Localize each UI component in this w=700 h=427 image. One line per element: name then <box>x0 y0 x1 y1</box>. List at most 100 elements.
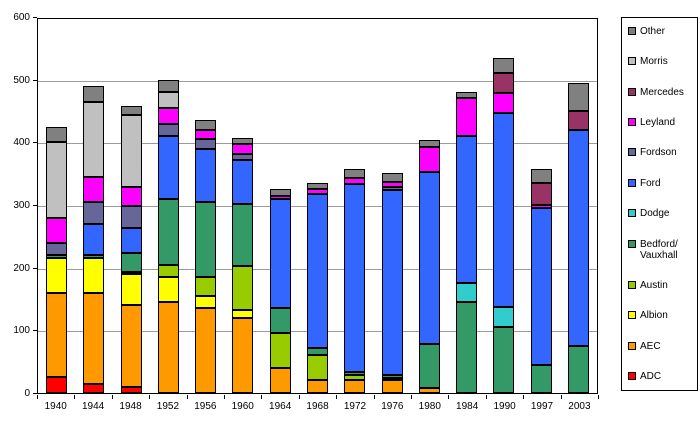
bar-segment-morris-1940 <box>46 142 68 218</box>
bar-stack-1980 <box>418 140 440 393</box>
bar-segment-leyland-1944 <box>83 176 105 202</box>
bar-segment-bedford-vauxhall-1956 <box>195 201 217 278</box>
bar-stack-1960 <box>232 138 254 393</box>
bar-segment-morris-1948 <box>120 115 142 188</box>
bar-segment-ford-1944 <box>83 223 105 256</box>
bar-segment-aec-1944 <box>83 292 105 384</box>
x-axis-tick-mark <box>298 395 300 399</box>
bar-segment-mercedes-1990 <box>493 73 515 93</box>
bar-segment-leyland-1964 <box>269 195 291 199</box>
y-axis-tick-mark <box>33 17 37 18</box>
bar-segment-other-1964 <box>269 189 291 196</box>
y-axis-tick-label-500: 500 <box>13 74 30 86</box>
y-axis-tick-mark <box>33 205 37 206</box>
legend-swatch-icon <box>628 311 636 320</box>
bar-segment-dodge-1984 <box>456 283 478 303</box>
y-axis-tick-label-300: 300 <box>13 200 30 211</box>
y-axis-tick-label-400: 400 <box>13 137 30 149</box>
bar-segment-bedford-vauxhall-1968 <box>306 347 328 356</box>
bar-column-1940 <box>38 19 75 393</box>
legend-box: Other Morris Mercedes Leyland Fordson Ford Dod… <box>621 17 698 391</box>
bar-column-1964 <box>262 19 299 393</box>
y-axis-tick-mark <box>33 393 37 394</box>
legend-swatch-icon <box>628 239 636 248</box>
bar-column-1952 <box>150 19 187 393</box>
bar-segment-fordson-1952 <box>157 123 179 137</box>
bar-segment-ford-2003 <box>567 129 589 346</box>
x-axis-tick-label-1997: 1997 <box>530 401 554 412</box>
bar-segment-aec-1952 <box>157 302 179 393</box>
bar-segment-ford-1952 <box>157 136 179 199</box>
bar-segment-aec-1956 <box>195 308 217 393</box>
x-axis-tick-mark <box>598 395 599 399</box>
x-axis-tick-label-1990: 1990 <box>493 401 516 412</box>
legend-item-dodge: Dodge <box>628 208 693 219</box>
x-axis-tick-mark <box>336 395 338 399</box>
bar-segment-aec-1976 <box>381 380 403 393</box>
legend-item-mercedes: Mercedes <box>628 87 693 98</box>
legend-label: Albion <box>640 310 668 322</box>
bar-segment-ford-1968 <box>306 194 328 348</box>
bar-segment-bedford-vauxhall-1997 <box>530 364 552 393</box>
bar-segment-other-1990 <box>493 57 515 74</box>
bar-segment-leyland-1976 <box>381 182 403 188</box>
bar-segment-bedford-vauxhall-1948 <box>120 253 142 272</box>
x-axis-tick-label-1972: 1972 <box>343 401 367 412</box>
bar-segment-albion-1956 <box>195 295 217 309</box>
legend-swatch-icon <box>628 371 636 380</box>
legend-item-fordson: Fordson <box>628 147 693 158</box>
bar-segment-ford-1960 <box>232 159 254 204</box>
bar-segment-leyland-1940 <box>46 217 68 243</box>
bar-segment-ford-1972 <box>344 184 366 373</box>
bar-segment-austin-1952 <box>157 264 179 278</box>
bar-column-1984 <box>448 19 485 393</box>
legend-label: Leyland <box>640 117 676 129</box>
legend-label: Bedford/ Vauxhall <box>640 238 678 261</box>
legend-label: Mercedes <box>640 86 684 98</box>
bar-segment-fordson-1976 <box>381 187 403 191</box>
x-axis-tick-mark <box>74 395 76 399</box>
bar-segment-bedford-vauxhall-1952 <box>157 198 179 265</box>
bar-segment-leyland-1952 <box>157 107 179 124</box>
bar-segment-austin-1956 <box>195 277 217 296</box>
bar-stack-1984 <box>456 92 478 393</box>
legend-item-austin: Austin <box>628 280 693 291</box>
bar-column-1944 <box>75 19 112 393</box>
bar-stack-1990 <box>493 57 515 393</box>
bar-stack-1964 <box>269 189 291 393</box>
bar-segment-aec-1968 <box>306 380 328 393</box>
gridline-400 <box>38 143 597 145</box>
bar-segment-austin-1972 <box>344 375 366 381</box>
bar-columns <box>38 19 597 393</box>
bar-stack-1956 <box>195 120 217 393</box>
y-axis-tick-label-0: 0 <box>24 388 30 399</box>
bar-segment-aec-1972 <box>344 380 366 393</box>
legend-swatch-icon <box>628 27 636 35</box>
bar-segment-bedford-vauxhall-1976 <box>381 375 403 379</box>
legend-label: Ford <box>640 177 661 189</box>
legend-item-ford: Ford <box>628 178 693 189</box>
x-axis-tick-mark <box>560 395 562 399</box>
bar-segment-ford-1956 <box>195 148 217 202</box>
x-axis-tick-mark <box>411 395 412 399</box>
legend-swatch-icon <box>628 118 636 127</box>
bar-segment-bedford-vauxhall-1980 <box>418 344 440 388</box>
bar-segment-aec-1940 <box>46 292 68 378</box>
bar-segment-other-1948 <box>120 105 142 116</box>
legend-swatch-icon <box>628 87 636 96</box>
legend-label: Dodge <box>640 208 670 220</box>
bar-segment-fordson-1944 <box>83 201 105 224</box>
bar-segment-austin-1968 <box>306 355 328 381</box>
bar-segment-albion-1948 <box>120 273 142 306</box>
bar-stack-2003 <box>567 82 589 393</box>
bar-segment-aec-1948 <box>120 305 142 387</box>
legend-swatch-icon <box>628 209 636 218</box>
bar-segment-ford-1997 <box>530 208 552 365</box>
bar-segment-leyland-1990 <box>493 92 515 113</box>
y-axis-tick-label-600: 600 <box>13 12 30 23</box>
bar-segment-austin-1948 <box>120 271 142 274</box>
legend-item-albion: Albion <box>628 310 693 321</box>
x-axis-tick-mark <box>37 395 38 399</box>
bar-segment-other-1940 <box>46 126 68 143</box>
